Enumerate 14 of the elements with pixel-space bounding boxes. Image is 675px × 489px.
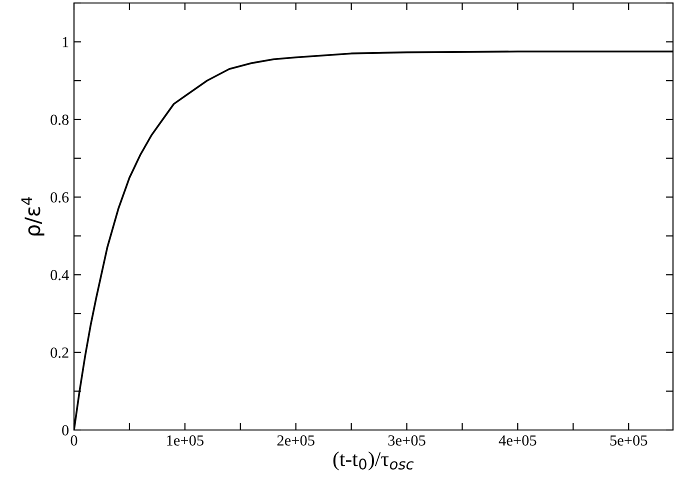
y-tick-label: 1 — [62, 37, 68, 48]
y-tick-label: 0.4 — [50, 270, 69, 280]
y-tick-label: 0.8 — [50, 114, 69, 125]
y-tick-label: 0.2 — [50, 348, 68, 358]
x-axis-title: (t-t$_{0}$)/τ$_{osc}$ — [333, 451, 414, 470]
x-tick-label: 1e+05 — [167, 435, 204, 446]
y-tick-label: 0.6 — [50, 192, 69, 203]
x-tick-label: 0 — [70, 435, 78, 446]
x-tick-label: 4e+05 — [498, 435, 536, 446]
x-tick-label: 2e+05 — [277, 435, 314, 446]
x-tick-label: 5e+05 — [610, 435, 648, 446]
y-tick-label: 0 — [62, 425, 69, 436]
x-tick-label: 3e+05 — [388, 435, 426, 446]
y-axis-title: ρ/ε$^{4}$ — [21, 197, 44, 236]
